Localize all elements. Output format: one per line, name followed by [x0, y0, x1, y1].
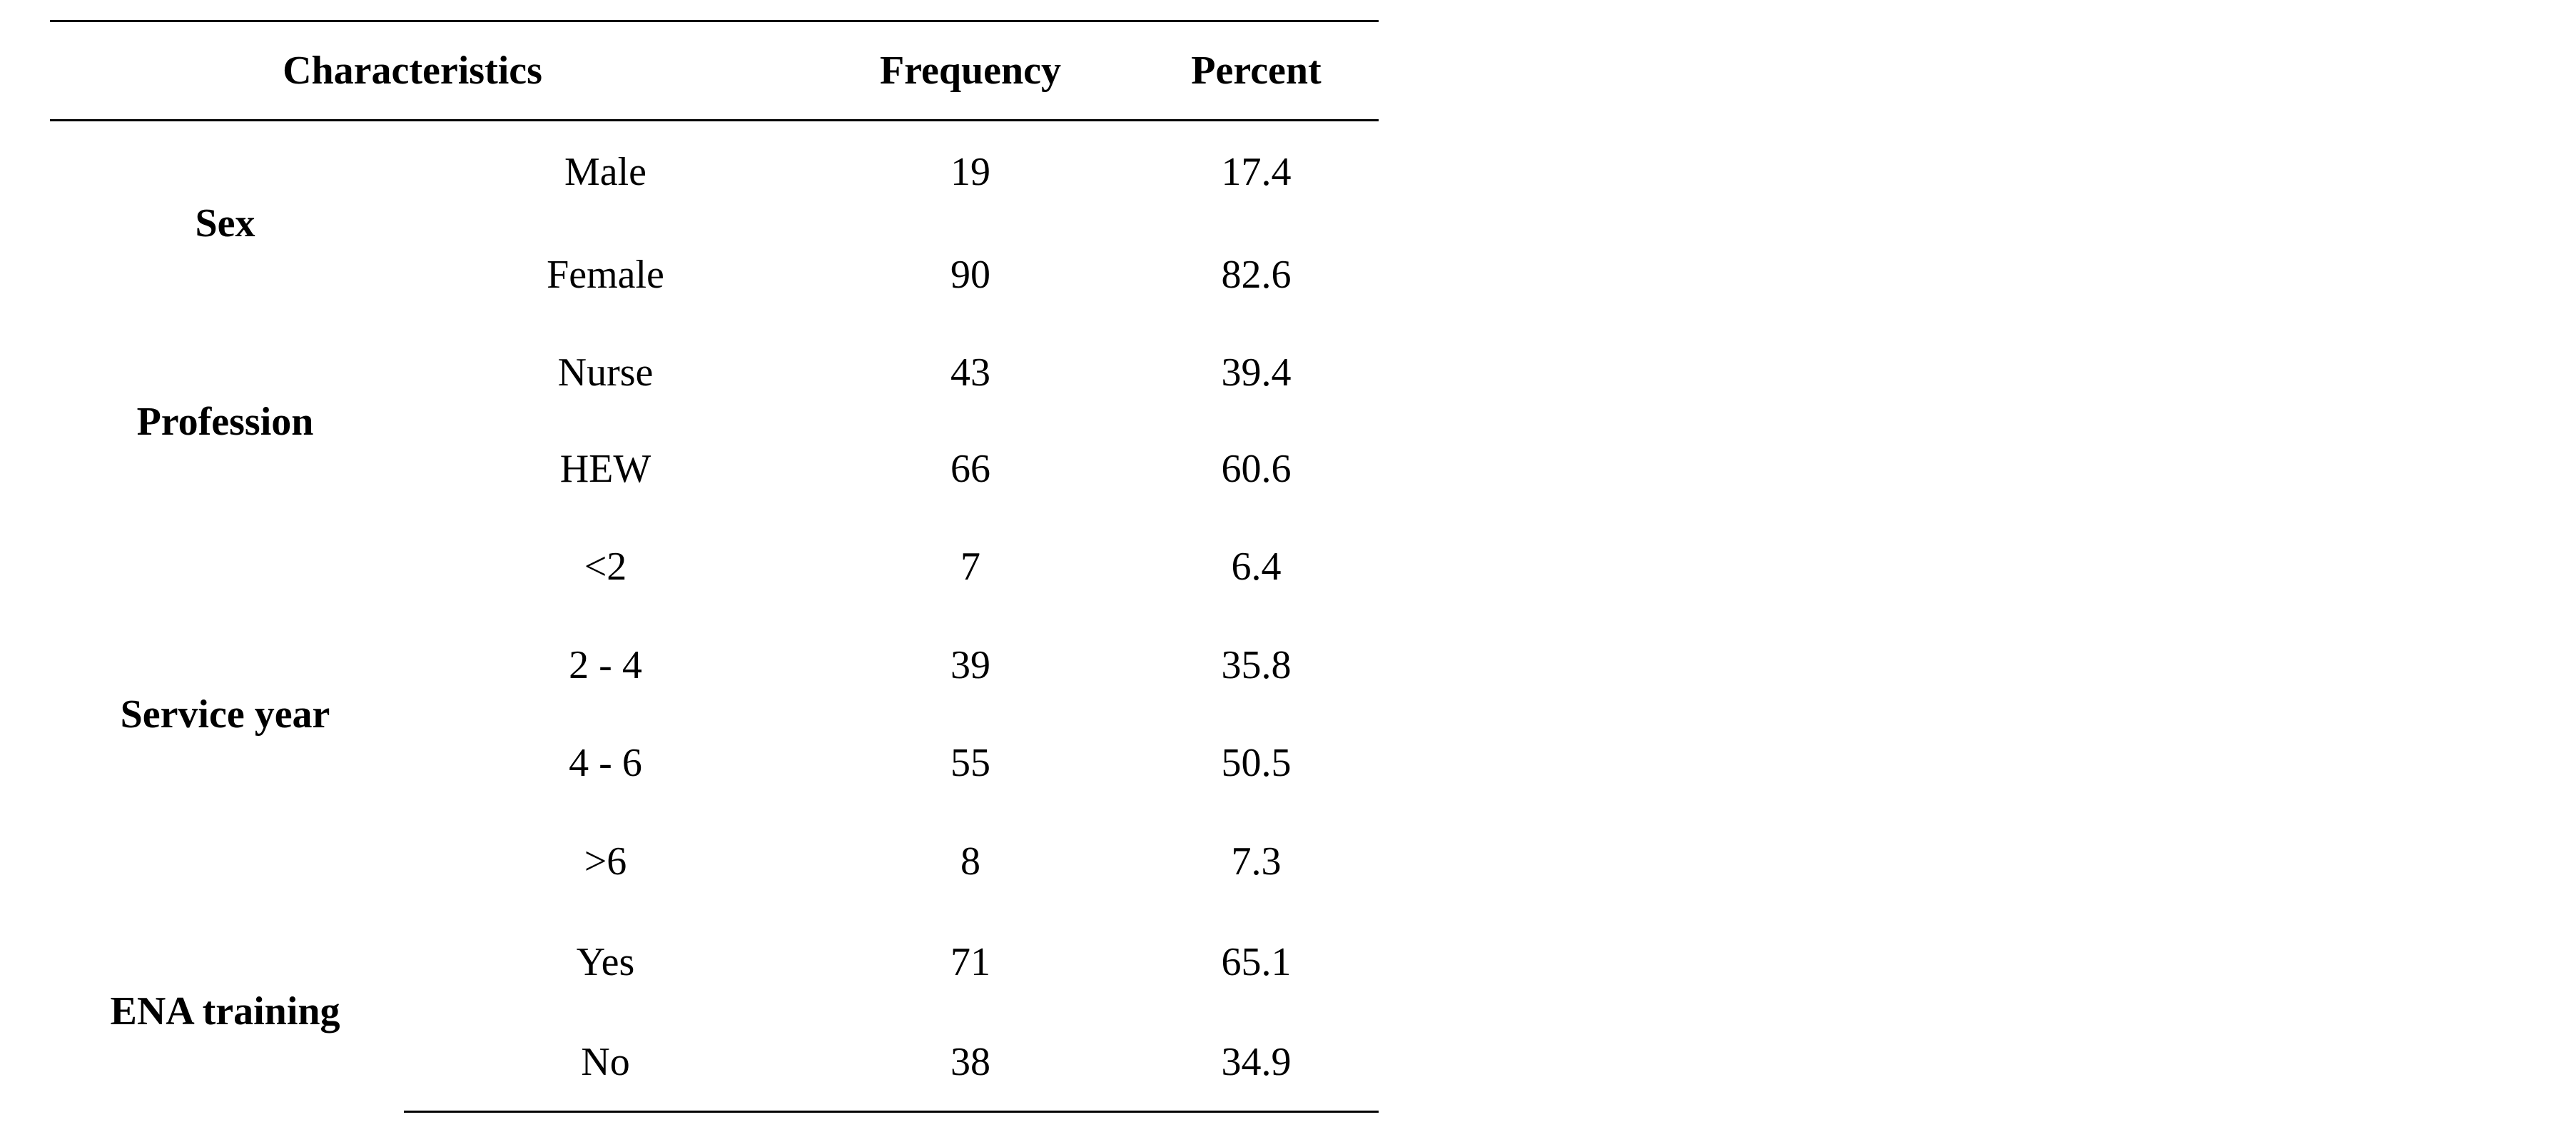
group-label-service-year: Service year	[120, 692, 330, 737]
frequency-cell: 38	[807, 1014, 1134, 1113]
frequency-cell: 8	[960, 839, 980, 884]
table-row: 4 - 6 55 50.5	[50, 714, 1379, 812]
frequency-cell: 39	[950, 642, 990, 687]
category-cell: Female	[547, 252, 664, 297]
table-row: >6 8 7.3	[50, 812, 1379, 911]
category-cell: >6	[584, 839, 627, 884]
category-cell: 4 - 6	[569, 741, 642, 785]
group-label-sex: Sex	[195, 201, 255, 246]
percent-cell: 82.6	[1221, 252, 1292, 297]
category-cell: 2 - 4	[569, 642, 642, 687]
percent-cell: 35.8	[1221, 642, 1292, 687]
frequency-cell: 90	[950, 252, 990, 297]
table-row: ENA training Yes 71 65.1	[50, 911, 1379, 1034]
percent-cell: 65.1	[1221, 940, 1292, 984]
table-header: Characteristics Frequency Percent	[50, 20, 1379, 121]
category-cell: Yes	[576, 940, 635, 984]
group-label-profession: Profession	[136, 400, 314, 444]
frequency-cell: 7	[960, 545, 980, 589]
characteristics-table-container: Characteristics Frequency Percent Sex Ma…	[50, 20, 1379, 1113]
percent-cell: 39.4	[1221, 350, 1292, 395]
category-cell: <2	[584, 545, 627, 589]
frequency-cell: 55	[950, 741, 990, 785]
category-cell: HEW	[559, 446, 651, 491]
table-row: Service year <2 7 6.4	[50, 518, 1379, 737]
table-body: Sex Male 19 17.4 Female 90 82.6 Professi…	[50, 121, 1379, 1113]
table-row: No 38 34.9	[50, 1014, 1379, 1113]
header-row: Characteristics Frequency Percent	[50, 20, 1379, 121]
percent-cell: 17.4	[1221, 150, 1292, 195]
category-cell: Male	[564, 150, 647, 195]
frequency-cell: 43	[950, 350, 990, 395]
category-cell: No	[404, 1014, 807, 1113]
header-characteristics: Characteristics	[50, 20, 807, 121]
table-row: 2 - 4 39 35.8	[50, 616, 1379, 714]
frequency-cell: 19	[950, 150, 990, 195]
table-row: Profession Nurse 43 39.4	[50, 326, 1379, 444]
header-frequency: Frequency	[807, 20, 1134, 121]
frequency-cell: 66	[950, 446, 990, 491]
group-label-ena-training: ENA training	[110, 989, 340, 1034]
table-row: Female 90 82.6	[50, 223, 1379, 326]
percent-cell: 60.6	[1221, 446, 1292, 491]
percent-cell: 50.5	[1221, 741, 1292, 785]
table-row: HEW 66 60.6	[50, 420, 1379, 518]
category-cell: Nurse	[557, 350, 654, 395]
header-percent: Percent	[1134, 20, 1379, 121]
percent-cell: 7.3	[1231, 839, 1282, 884]
table-row: Sex Male 19 17.4	[50, 121, 1379, 246]
percent-cell: 34.9	[1134, 1014, 1379, 1113]
frequency-cell: 71	[950, 940, 990, 984]
percent-cell: 6.4	[1231, 545, 1282, 589]
characteristics-table: Characteristics Frequency Percent Sex Ma…	[50, 20, 1379, 1113]
